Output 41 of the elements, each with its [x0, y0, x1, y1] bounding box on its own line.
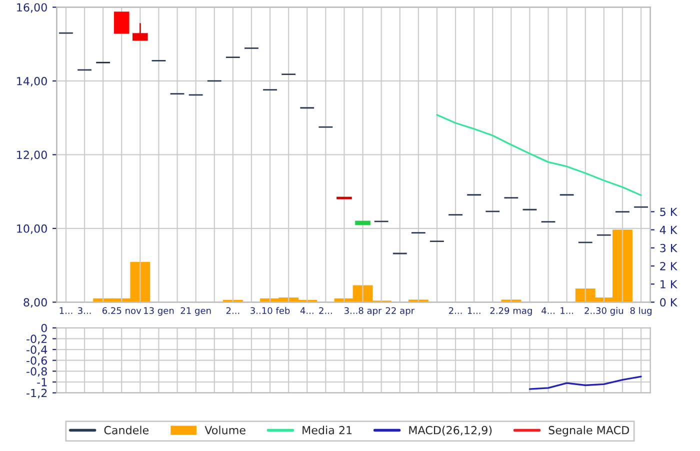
y-tick-label: -0,8	[26, 367, 47, 377]
x-tick-label: 1...	[468, 307, 480, 314]
legend-label: Volume	[204, 426, 246, 434]
y2-tick-label: 0 K	[660, 298, 678, 307]
y-tick-label: 12,00	[17, 150, 47, 160]
y-tick-label: -0,2	[26, 334, 47, 344]
y-tick-label: 8,00	[24, 298, 47, 308]
x-tick-label: 22 apr	[386, 307, 415, 316]
x-tick-label: 4...	[542, 307, 554, 314]
legend-label: Candele	[104, 426, 149, 434]
y-tick-label: -0,4	[26, 346, 48, 356]
y2-tick-label: 4 K	[660, 226, 678, 234]
x-tick-label: 6.25 nov	[102, 307, 142, 314]
y-tick-label: 10,00	[17, 224, 47, 234]
x-tick-label: 1...	[560, 307, 574, 314]
y-tick-label: 0	[41, 324, 47, 332]
y2-tick-label: 2 K	[660, 262, 678, 270]
y-tick-label: -0,6	[26, 356, 47, 366]
x-tick-label: 2...	[226, 307, 240, 314]
y2-tick-label: 5 K	[660, 208, 678, 216]
x-tick-label: 3...	[78, 307, 91, 314]
x-tick-label: 3..10 feb	[250, 307, 290, 314]
x-tick-label: 2...	[319, 307, 332, 314]
y-tick-label: 14,00	[17, 76, 47, 86]
legend-label: Segnale MACD	[548, 426, 629, 436]
x-tick-label: 8 lug	[630, 307, 652, 316]
legend-label: MACD(26,12,9)	[409, 426, 492, 436]
x-tick-label: 2..30 giu	[584, 307, 624, 316]
y2-tick-label: 1 K	[660, 280, 678, 288]
x-tick-label: 3...8 apr	[344, 307, 382, 316]
x-tick-label: 2.29 mag	[490, 307, 532, 316]
y-tick-label: 16,00	[17, 3, 47, 13]
x-tick-label: 13 gen	[144, 307, 174, 316]
x-tick-label: 4...	[300, 307, 314, 314]
x-tick-label: 2...	[449, 307, 462, 314]
y2-tick-label: 3 K	[660, 244, 678, 252]
x-tick-label: 21 gen	[180, 307, 211, 316]
y-tick-label: -1	[37, 378, 47, 386]
x-tick-label: 1...	[60, 307, 72, 314]
legend-label: Media 21	[302, 426, 352, 434]
y-tick-label: -1,2	[26, 388, 47, 398]
